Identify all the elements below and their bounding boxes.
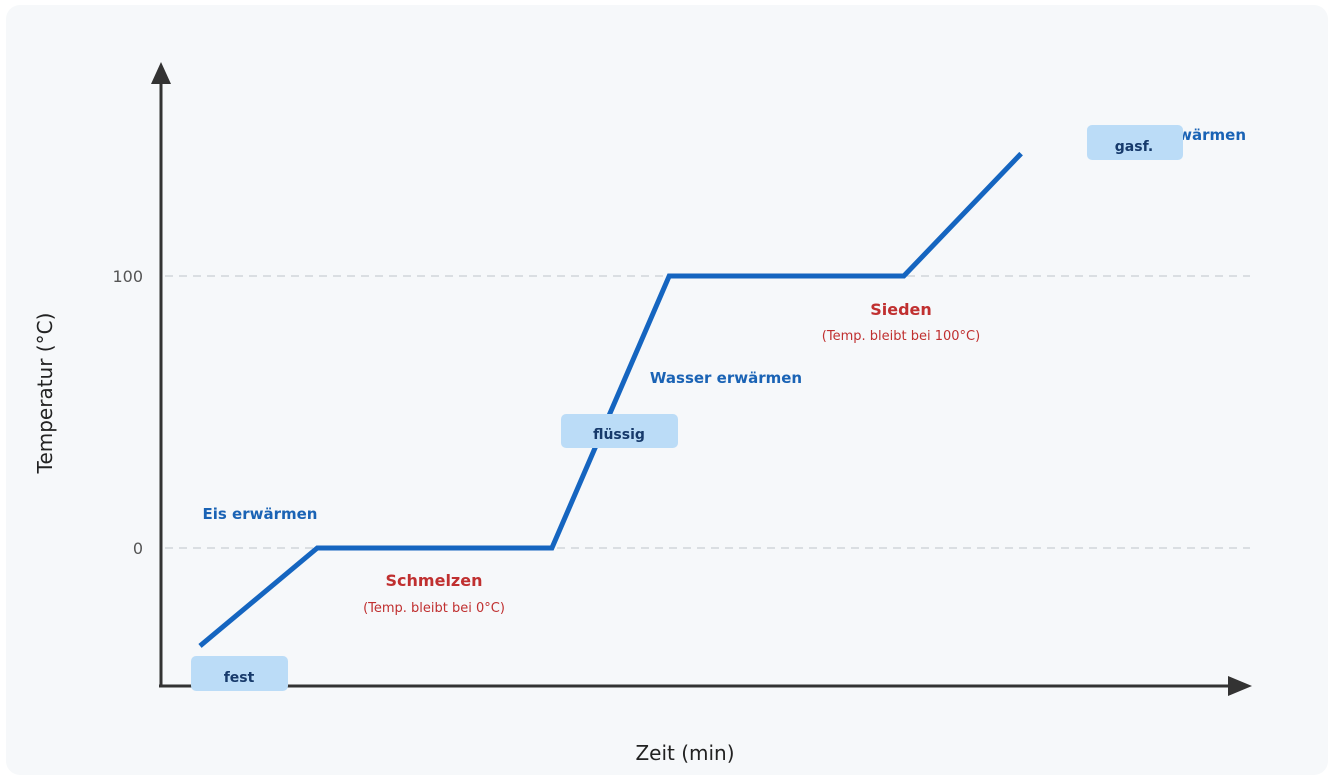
heating-curve-line	[198, 151, 1023, 648]
annotation-dampf-erwaermen: wärmen	[1178, 126, 1246, 144]
y-tick-label-100: 100	[112, 267, 143, 286]
annotation-sieden-note: (Temp. bleibt bei 100°C)	[822, 329, 980, 344]
state-label-fest: fest	[224, 670, 255, 686]
y-tick-label-0: 0	[133, 539, 143, 558]
state-box-fest: fest	[191, 656, 288, 691]
state-label-gasf: gasf.	[1115, 139, 1153, 155]
state-box-fest-bg	[191, 656, 288, 691]
annotation-wasser-erwaermen: Wasser erwärmen	[650, 369, 802, 387]
state-box-gasf: gasf.	[1087, 125, 1183, 160]
annotation-schmelzen: Schmelzen	[386, 571, 483, 590]
state-label-fluessig: flüssig	[593, 427, 645, 443]
y-axis-arrow	[151, 62, 171, 84]
annotation-sieden: Sieden	[870, 300, 932, 319]
annotation-schmelzen-note: (Temp. bleibt bei 0°C)	[363, 601, 505, 616]
annotation-eis-erwaermen: Eis erwärmen	[203, 505, 318, 523]
state-box-fluessig: flüssig	[561, 414, 678, 448]
x-axis-arrow	[1228, 676, 1252, 696]
state-box-gasf-bg	[1087, 125, 1183, 160]
state-box-fluessig-bg	[561, 414, 678, 448]
x-axis-title: Zeit (min)	[635, 741, 734, 765]
y-axis-title: Temperatur (°C)	[33, 313, 57, 475]
